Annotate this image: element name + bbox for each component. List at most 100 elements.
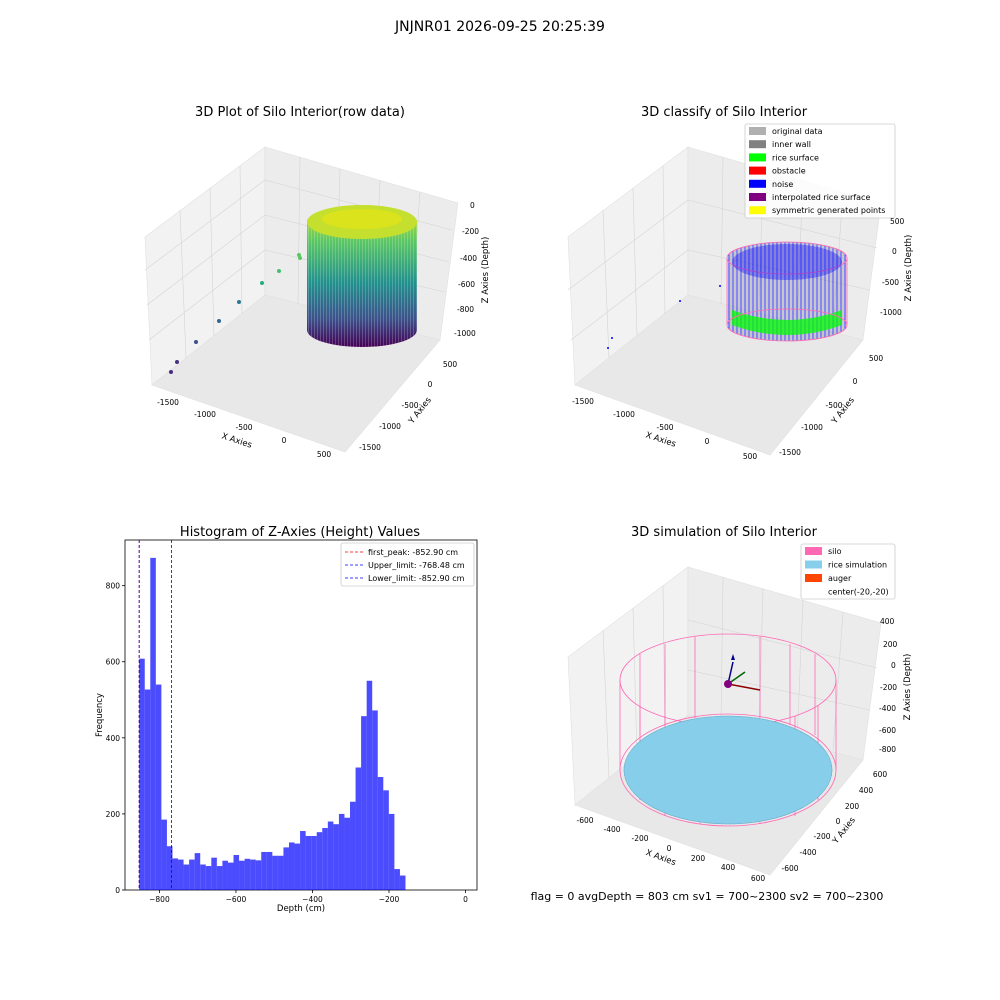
raw-ztick: -200: [462, 227, 479, 236]
raw-ztick: 0: [470, 201, 475, 210]
raw-zlabel: Z Axies (Depth): [481, 237, 491, 304]
classify-ztick: 500: [890, 217, 905, 226]
classify-legend-swatch: [749, 153, 766, 162]
histogram-bar: [316, 832, 323, 890]
sim-xtick: -200: [631, 834, 648, 843]
histogram-title: Histogram of Z-Axies (Height) Values: [180, 525, 420, 540]
histogram-xtick-label: −600: [226, 895, 247, 904]
histogram-xtick-label: 0: [463, 895, 468, 904]
sim-x-ticks: -600 -400 -200 0 200 400 600: [576, 816, 765, 883]
sim-ytick: 200: [845, 802, 860, 811]
histogram-vlines: [138, 540, 172, 890]
sim-ztick: 0: [891, 661, 896, 670]
classify-legend-swatch: [749, 193, 766, 201]
classify-xtick: -500: [656, 423, 673, 432]
raw-z-ticks: 0 -200 -400 -600 -800 -1000: [454, 201, 479, 338]
sim-ztick: 400: [880, 617, 895, 626]
histogram-bar: [327, 821, 334, 890]
histogram-bar: [227, 862, 234, 890]
raw-x-ticks: -1500 -1000 -500 0 500: [157, 398, 331, 459]
sim-ytick: 0: [836, 817, 841, 826]
sim-auger: [724, 654, 761, 691]
sim-ylabel: Y Axies: [830, 815, 858, 847]
raw-cylinder: [169, 205, 417, 374]
histogram-bar: [222, 860, 228, 890]
classify-legend-label: rice surface: [772, 153, 819, 162]
histogram-legend: first_peak: -852.90 cm Upper_limit: -768.…: [340, 542, 475, 587]
histogram-bar: [205, 866, 212, 890]
histogram-bar: [322, 827, 328, 890]
histogram-bar: [288, 842, 295, 890]
raw-ztick: -400: [460, 254, 477, 263]
histogram-bar: [250, 859, 256, 890]
histogram-bar: [261, 851, 267, 890]
histogram-bar: [333, 824, 339, 890]
histogram-bar: [166, 846, 173, 890]
classify-ytick: 0: [853, 377, 858, 386]
sim-xtick: 0: [667, 844, 672, 853]
classify-ztick: -1000: [880, 308, 902, 317]
classify-xlabel: X Axies: [644, 430, 677, 449]
histogram-ytick-label: 400: [106, 734, 121, 743]
sim-legend-label: center(-20,-20): [828, 588, 889, 597]
sim-legend-swatch: [805, 574, 822, 582]
sim-ztick: 200: [883, 640, 898, 649]
figure-suptitle: JNJNR01 2026-09-25 20:25:39: [394, 19, 605, 35]
classify-ytick: 500: [869, 354, 884, 363]
classify-ytick: -1000: [801, 423, 823, 432]
histogram-bars: [139, 557, 406, 890]
histogram-bar: [233, 855, 240, 890]
sim-ztick: -600: [879, 726, 896, 735]
histogram-bar: [399, 875, 406, 890]
sim-legend: silo rice simulation auger center(-20,-20): [800, 543, 896, 600]
histogram-panel: Histogram of Z-Axies (Height) Values −80…: [95, 525, 478, 914]
histogram-legend-label: Lower_limit: -852.90 cm: [368, 574, 465, 583]
sim-ytick: -200: [813, 832, 830, 841]
classify-legend-swatch: [749, 179, 766, 188]
histogram-bar: [183, 864, 190, 890]
histogram-bar: [200, 864, 206, 890]
sim-xtick: 600: [751, 874, 766, 883]
sim-ytick: 600: [873, 770, 888, 779]
histogram-bar: [139, 658, 145, 890]
histogram-bar: [294, 843, 301, 890]
raw-ytick: -500: [401, 401, 418, 410]
raw-ztick: -600: [458, 280, 475, 289]
histogram-xlabel: Depth (cm): [277, 904, 325, 914]
histogram-xtick-label: −800: [149, 895, 170, 904]
raw-ztick: -1000: [454, 329, 476, 338]
classify-legend: original data inner wall rice surface obsta…: [744, 123, 896, 219]
histogram-bar: [216, 866, 223, 890]
sim-legend-swatch: [805, 547, 822, 555]
classify-ztick: -500: [882, 278, 899, 287]
classify-legend-label: interpolated rice surface: [772, 193, 870, 202]
histogram-legend-box: [340, 542, 475, 587]
classify-legend-swatch: [749, 166, 766, 175]
classify-zlabel: Z Axies (Depth): [904, 235, 914, 302]
sim-ytick: -400: [799, 848, 816, 857]
raw-xtick: -1500: [157, 398, 179, 407]
histogram-bar: [277, 855, 284, 890]
histogram-bar: [239, 860, 245, 890]
sim-ztick: -800: [879, 745, 896, 754]
histogram-bar: [305, 835, 312, 890]
histogram-bar: [355, 767, 362, 890]
classify-ztick: 0: [892, 247, 897, 256]
raw-xtick: -500: [235, 423, 252, 432]
histogram-y-ticks: 0 200 400 600 800: [106, 582, 125, 895]
classify-xtick: 500: [743, 452, 758, 461]
histogram-x-ticks: −800 −600 −400 −200 0: [149, 890, 468, 904]
histogram-bar: [266, 851, 273, 890]
histogram-bar: [150, 557, 156, 890]
classify-legend-swatch: [749, 140, 766, 149]
histogram-bar: [361, 716, 367, 890]
panel-simulation-3d: 3D simulation of Silo Interior: [567, 525, 913, 883]
classify-ytick: -500: [825, 401, 842, 410]
histogram-bar: [366, 680, 373, 890]
panel-raw-title: 3D Plot of Silo Interior(row data): [195, 105, 405, 120]
classify-legend-label: inner wall: [772, 140, 811, 149]
sim-xlabel: X Axies: [644, 848, 677, 868]
histogram-bar: [189, 859, 195, 890]
sim-xtick: -600: [576, 816, 593, 825]
